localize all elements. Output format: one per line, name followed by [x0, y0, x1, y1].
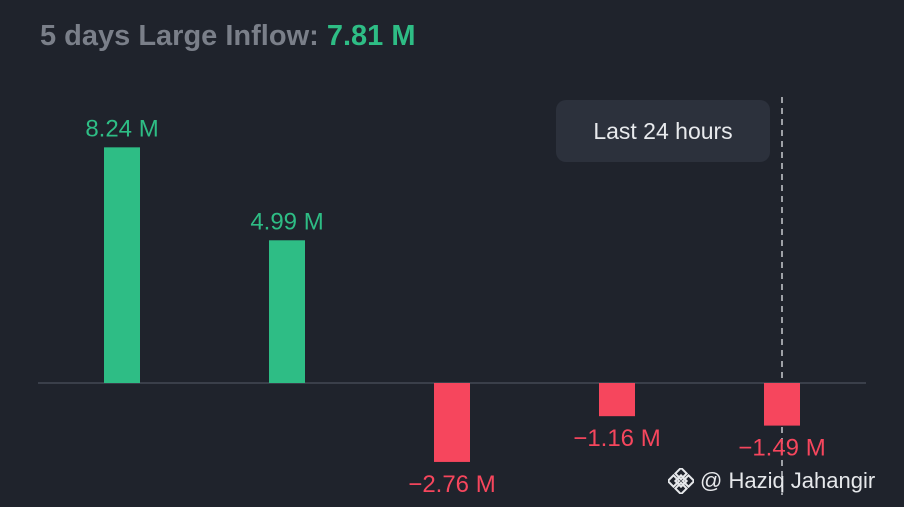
chart-title-prefix: 5 days Large Inflow:	[40, 20, 319, 52]
bar-label-2: 4.99 M	[250, 208, 323, 235]
bar-labels-group: 8.24 M 4.99 M −2.76 M −1.16 M −1.49 M	[85, 115, 825, 498]
bar-3[interactable]	[434, 383, 470, 462]
watermark: @ Haziq Jahangir	[668, 466, 875, 496]
bar-4[interactable]	[599, 383, 635, 417]
bar-2[interactable]	[269, 240, 305, 383]
bar-1[interactable]	[104, 147, 140, 383]
bar-label-1: 8.24 M	[85, 115, 158, 142]
binance-logo-icon	[668, 468, 694, 494]
bar-label-4: −1.16 M	[573, 425, 660, 452]
tooltip-label: Last 24 hours	[593, 117, 733, 144]
watermark-text: @ Haziq Jahangir	[700, 468, 876, 493]
bar-label-3: −2.76 M	[408, 471, 495, 498]
bars-group	[104, 147, 800, 462]
bar-label-5: −1.49 M	[738, 435, 825, 462]
chart-title-total: 7.81 M	[326, 20, 416, 52]
bar-5[interactable]	[764, 383, 800, 426]
chart-title: 5 days Large Inflow: 7.81 M	[40, 20, 416, 53]
tooltip-last-24-hours: Last 24 hours	[556, 100, 770, 162]
